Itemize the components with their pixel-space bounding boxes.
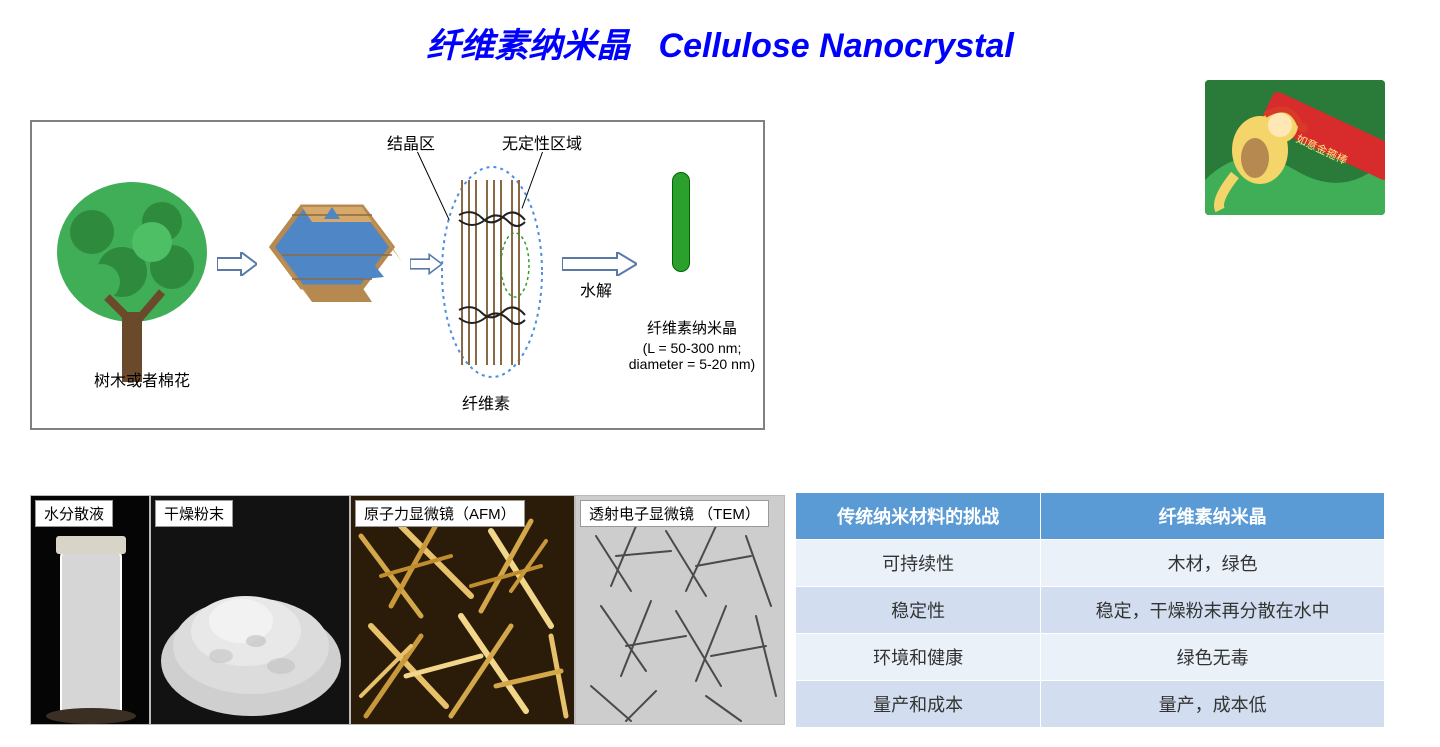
table-cell: 绿色无毒 <box>1041 634 1385 681</box>
photo-powder: 干燥粉末 <box>150 495 350 725</box>
table-row: 量产和成本 量产，成本低 <box>796 681 1385 728</box>
table-header: 纤维素纳米晶 <box>1041 493 1385 540</box>
photo-caption: 干燥粉末 <box>155 500 233 527</box>
table-row: 稳定性 稳定，干燥粉末再分散在水中 <box>796 587 1385 634</box>
tree-label: 树木或者棉花 <box>72 367 212 391</box>
photo-caption: 水分散液 <box>35 500 113 527</box>
table-cell: 量产和成本 <box>796 681 1041 728</box>
hydrolysis-label: 水解 <box>580 277 612 301</box>
photo-caption: 透射电子显微镜 （TEM） <box>580 500 769 527</box>
process-diagram: 树木或者棉花 <box>30 120 765 430</box>
title-en: Cellulose Nanocrystal <box>659 27 1014 65</box>
photo-afm: 原子力显微镜（AFM） <box>350 495 575 725</box>
photo-tem: 透射电子显微镜 （TEM） <box>575 495 785 725</box>
table-row: 可持续性 木材，绿色 <box>796 540 1385 587</box>
photo-row: 水分散液 干燥粉末 原子力显微镜（AFM） <box>30 495 785 725</box>
amorphous-label: 无定性区域 <box>502 130 582 154</box>
product-label: 纤维素纳米晶 <box>627 317 757 338</box>
table-cell: 可持续性 <box>796 540 1041 587</box>
table-cell: 稳定，干燥粉末再分散在水中 <box>1041 587 1385 634</box>
wood-cell-icon <box>267 192 417 342</box>
fiber-label: 纤维素 <box>462 390 510 414</box>
tree-icon <box>52 172 212 392</box>
table-cell: 量产，成本低 <box>1041 681 1385 728</box>
table-cell: 木材，绿色 <box>1041 540 1385 587</box>
table-cell: 稳定性 <box>796 587 1041 634</box>
table-header-row: 传统纳米材料的挑战 纤维素纳米晶 <box>796 493 1385 540</box>
page-title: 纤维素纳米晶 Cellulose Nanocrystal <box>0 0 1440 67</box>
table-header: 传统纳米材料的挑战 <box>796 493 1041 540</box>
table-row: 环境和健康 绿色无毒 <box>796 634 1385 681</box>
photo-dispersion: 水分散液 <box>30 495 150 725</box>
title-cn: 纤维素纳米晶 <box>426 27 630 65</box>
cellulose-fiber-icon <box>437 160 547 385</box>
comparison-table: 传统纳米材料的挑战 纤维素纳米晶 可持续性 木材，绿色 稳定性 稳定，干燥粉末再… <box>795 492 1385 728</box>
monkey-king-image: 如意金箍棒 <box>1205 80 1385 215</box>
arrow-icon <box>562 252 637 276</box>
arrow-icon <box>217 252 257 276</box>
nanocrystal-rod-icon <box>672 172 690 272</box>
table-cell: 环境和健康 <box>796 634 1041 681</box>
crystalline-label: 结晶区 <box>387 130 435 154</box>
product-dims: (L = 50-300 nm; diameter = 5-20 nm) <box>622 340 762 372</box>
photo-caption: 原子力显微镜（AFM） <box>355 500 525 527</box>
